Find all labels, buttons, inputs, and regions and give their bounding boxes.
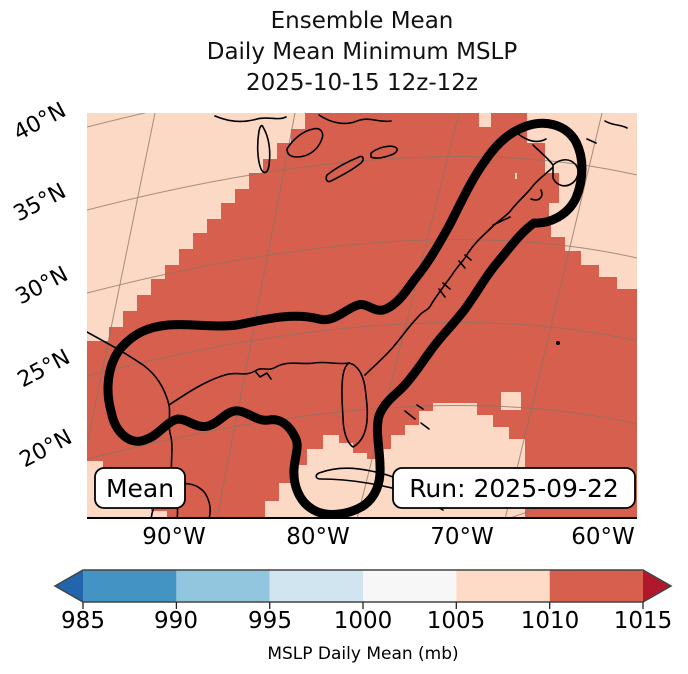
member-annotation-label: Mean — [106, 474, 174, 503]
colorbar-seg-1010-1015 — [549, 570, 643, 602]
cb-tick-985: 985 — [61, 608, 105, 634]
lat-tick-40n: 40°N — [9, 97, 71, 147]
title-line-3: 2025-10-15 12z-12z — [246, 70, 478, 96]
map-plot-area: Mean Run: 2025-09-22 — [87, 113, 637, 519]
mslp-map: Mean Run: 2025-09-22 — [87, 113, 637, 519]
cb-tick-990: 990 — [154, 608, 198, 634]
lat-tick-20n: 20°N — [15, 424, 77, 474]
cb-tick-1015: 1015 — [613, 608, 673, 634]
colorbar-caption: MSLP Daily Mean (mb) — [267, 644, 459, 664]
cb-tick-995: 995 — [248, 608, 292, 634]
colorbar-arrow-low — [55, 570, 83, 602]
colorbar — [40, 566, 680, 612]
colorbar-svg — [53, 569, 673, 609]
colorbar-seg-990-995 — [176, 570, 270, 602]
cb-tick-1010: 1010 — [520, 608, 580, 634]
lat-tick-30n: 30°N — [11, 261, 73, 311]
lon-tick-80w: 80°W — [286, 524, 350, 550]
cb-tick-1005: 1005 — [426, 608, 486, 634]
member-annotation-box: Mean — [94, 467, 186, 509]
colorbar-tick-marks — [82, 602, 644, 609]
graticule-gridlines — [87, 113, 637, 519]
run-annotation-label: Run: 2025-09-22 — [409, 474, 619, 503]
lat-tick-35n: 35°N — [9, 178, 71, 228]
run-annotation-box: Run: 2025-09-22 — [392, 467, 636, 509]
title-line-1: Ensemble Mean — [270, 8, 454, 34]
bermuda-island-dot — [556, 341, 560, 345]
cb-tick-1000: 1000 — [333, 608, 393, 634]
lon-tick-90w: 90°W — [142, 524, 206, 550]
colorbar-seg-985-990 — [83, 570, 177, 602]
title-line-2: Daily Mean Minimum MSLP — [206, 39, 518, 65]
lon-tick-60w: 60°W — [571, 524, 635, 550]
colorbar-seg-995-1000 — [269, 570, 363, 602]
figure-title: Ensemble Mean Daily Mean Minimum MSLP 20… — [36, 6, 688, 99]
colorbar-seg-1005-1010 — [456, 570, 550, 602]
colorbar-arrow-high — [643, 570, 671, 602]
lon-tick-70w: 70°W — [430, 524, 494, 550]
colorbar-seg-1000-1005 — [363, 570, 457, 602]
ensemble-contour — [103, 118, 587, 519]
lat-tick-25n: 25°N — [13, 344, 75, 394]
field-1005-1010-atlantic-patch — [501, 392, 521, 410]
